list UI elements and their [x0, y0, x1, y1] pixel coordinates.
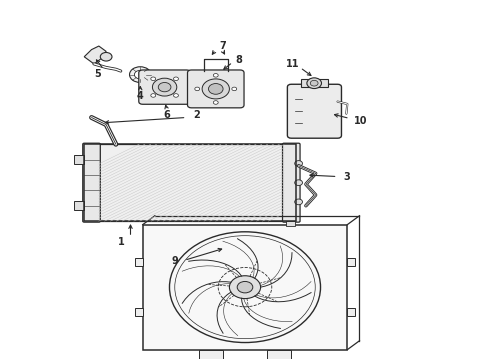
Polygon shape	[143, 225, 347, 350]
Bar	[287, 221, 295, 226]
Text: 8: 8	[236, 55, 243, 64]
Circle shape	[134, 70, 146, 79]
FancyBboxPatch shape	[139, 70, 191, 104]
Circle shape	[173, 94, 178, 97]
Bar	[347, 258, 355, 266]
Circle shape	[237, 282, 253, 293]
Bar	[84, 144, 296, 221]
Polygon shape	[84, 46, 106, 64]
Bar	[135, 308, 143, 316]
Bar	[199, 350, 223, 360]
Text: 5: 5	[95, 69, 101, 79]
Circle shape	[129, 67, 151, 82]
Bar	[99, 144, 284, 221]
FancyBboxPatch shape	[83, 143, 100, 222]
Circle shape	[213, 101, 218, 104]
Text: 4: 4	[137, 91, 144, 101]
Circle shape	[202, 79, 229, 99]
Circle shape	[195, 87, 200, 91]
Circle shape	[294, 180, 302, 185]
Bar	[74, 202, 84, 210]
Circle shape	[232, 87, 237, 91]
Circle shape	[294, 161, 302, 166]
Circle shape	[213, 73, 218, 77]
Circle shape	[151, 94, 156, 97]
Text: 11: 11	[286, 59, 299, 69]
FancyBboxPatch shape	[288, 84, 342, 138]
Circle shape	[208, 84, 223, 94]
Text: 2: 2	[193, 110, 199, 120]
Circle shape	[310, 80, 318, 86]
Text: 6: 6	[164, 111, 171, 120]
Text: 3: 3	[343, 172, 350, 182]
FancyBboxPatch shape	[188, 70, 244, 108]
Circle shape	[294, 199, 302, 205]
Circle shape	[173, 77, 178, 81]
Text: 9: 9	[172, 256, 178, 266]
Bar	[347, 308, 355, 316]
Bar	[301, 79, 328, 87]
Text: 1: 1	[119, 237, 125, 247]
Circle shape	[229, 276, 261, 298]
Circle shape	[152, 78, 177, 96]
Circle shape	[100, 53, 112, 61]
Text: 7: 7	[220, 41, 226, 51]
Text: 10: 10	[354, 116, 368, 126]
Bar	[135, 258, 143, 266]
Circle shape	[158, 82, 171, 92]
Bar	[267, 350, 291, 360]
Circle shape	[307, 78, 321, 89]
Bar	[74, 156, 84, 164]
FancyBboxPatch shape	[283, 143, 300, 222]
Circle shape	[151, 77, 156, 81]
